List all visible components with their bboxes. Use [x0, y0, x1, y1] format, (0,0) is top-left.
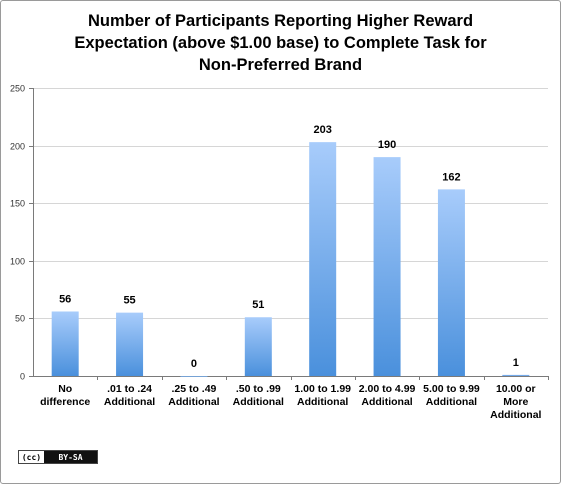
y-tick-label: 200: [10, 142, 25, 152]
data-label: 1: [513, 357, 519, 369]
y-tick-label: 0: [20, 372, 25, 382]
x-tick-label: More: [503, 396, 528, 408]
y-tick-label: 250: [10, 84, 25, 94]
x-tick-label: Additional: [426, 396, 477, 408]
bars: [51, 142, 530, 377]
data-label: 203: [314, 124, 332, 136]
x-tick-label: .25 to .49: [171, 383, 216, 395]
by-sa-label: BY-SA: [44, 451, 97, 463]
bar: [373, 157, 401, 376]
y-tick-label: 100: [10, 257, 25, 267]
gridlines: [33, 88, 548, 319]
bar: [116, 312, 144, 376]
x-tick-label: difference: [40, 396, 90, 408]
chart-title-line: Non-Preferred Brand: [198, 56, 363, 74]
cc-by-sa-license-badge: (cc) BY-SA: [18, 450, 98, 464]
x-tick-label: Additional: [104, 396, 155, 408]
bar: [180, 376, 208, 377]
data-label: 55: [123, 295, 135, 307]
data-labels: 56 55 0 51 203 190 162 1: [59, 124, 519, 370]
chart-title: Number of Participants Reporting Higher …: [40, 10, 521, 76]
bar: [51, 311, 79, 376]
chart-title-line: Expectation (above $1.00 base) to Comple…: [74, 34, 487, 52]
data-label: 162: [442, 171, 460, 183]
y-tick-labels: 0 50 100 150 200 250: [10, 84, 25, 382]
y-tick-label: 150: [10, 199, 25, 209]
bar: [502, 374, 530, 376]
y-tick-label: 50: [15, 314, 25, 324]
data-label: 56: [59, 293, 71, 305]
data-label: 51: [252, 299, 264, 311]
x-tick-label: 1.00 to 1.99: [294, 383, 351, 395]
x-tick-label: 2.00 to 4.99: [359, 383, 416, 395]
x-tick-label: Additional: [168, 396, 219, 408]
bar: [437, 189, 465, 376]
cc-icon: (cc): [19, 451, 44, 463]
data-label: 0: [191, 358, 197, 370]
chart-title-line: Number of Participants Reporting Higher …: [87, 12, 474, 30]
x-tick-label: Additional: [297, 396, 348, 408]
x-tick-label: 5.00 to 9.99: [423, 383, 480, 395]
x-tick-label: .01 to .24: [107, 383, 152, 395]
x-tick-label: No: [58, 383, 72, 395]
x-tick-label: 10.00 or: [496, 383, 536, 395]
data-label: 190: [378, 139, 396, 151]
x-tick-label: Additional: [361, 396, 412, 408]
bar: [309, 142, 337, 376]
axes: [29, 88, 549, 380]
bar: [244, 317, 272, 376]
x-tick-label: Additional: [490, 409, 541, 421]
x-tick-label: .50 to .99: [236, 383, 281, 395]
x-tick-label: Additional: [233, 396, 284, 408]
